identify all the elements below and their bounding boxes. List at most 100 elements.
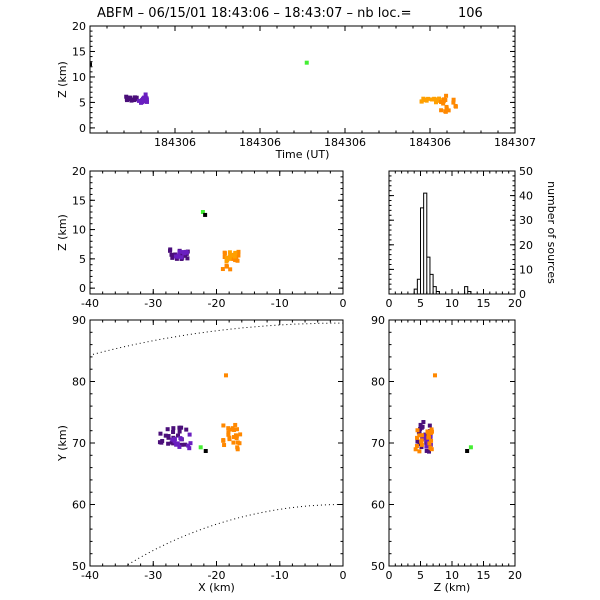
x-axis-label: X (km): [198, 581, 235, 594]
x-tick-label: -30: [144, 297, 162, 310]
source-point: [235, 445, 240, 450]
source-point: [165, 427, 170, 432]
source-point: [224, 264, 229, 269]
plot-area: [168, 210, 241, 272]
plot-area: [90, 322, 343, 566]
y-tick-label: 80: [72, 376, 86, 389]
x-tick-label: -10: [271, 569, 289, 582]
source-point: [228, 267, 233, 272]
panels: 184306 184306 184306 184306 184307 0 5 10 15 20 Ti…: [56, 20, 558, 594]
y-tick-label: 80: [371, 376, 385, 389]
source-point: [238, 432, 243, 437]
source-point: [437, 96, 442, 101]
source-point: [224, 259, 229, 264]
y-tick-label: 5: [79, 96, 86, 109]
x-axis-label: Time (UT): [275, 148, 330, 161]
source-point: [415, 435, 420, 440]
x-tick-label: 0: [386, 297, 393, 310]
source-point: [132, 95, 137, 100]
source-point: [143, 95, 148, 100]
y-tick-label: 0: [519, 288, 526, 301]
source-point: [236, 253, 241, 258]
source-point: [144, 99, 149, 104]
y-tick-label: 0: [79, 122, 86, 135]
y-tick-label: 50: [519, 165, 533, 178]
y-tick-label: 10: [72, 224, 86, 237]
x-tick-label: 184307: [494, 136, 536, 149]
source-point: [226, 430, 231, 435]
source-point: [198, 445, 203, 450]
source-point: [417, 433, 422, 438]
source-point: [429, 97, 434, 102]
source-point: [436, 98, 441, 103]
x-tick-label: 20: [508, 569, 522, 582]
plot-area: [389, 192, 515, 294]
panel-x-y: -40 -30 -20 -10 0 50 60 70 80 90 X (km) Y (km): [56, 314, 347, 594]
y-tick-label: 60: [371, 499, 385, 512]
source-point: [468, 445, 473, 450]
source-point: [222, 255, 227, 260]
y-tick-label: 15: [72, 45, 86, 58]
y-axis-label: Z (km): [56, 61, 69, 98]
source-point: [124, 94, 129, 99]
title-count: 106: [458, 6, 483, 21]
y-tick-label: 20: [519, 239, 533, 252]
source-point: [184, 427, 189, 432]
title-time-start: 18:43:06: [211, 6, 269, 21]
source-point: [176, 253, 181, 258]
plot-frame: [89, 170, 344, 295]
source-point: [422, 436, 427, 441]
source-point: [419, 442, 424, 447]
source-point: [179, 425, 184, 430]
source-point: [441, 101, 446, 106]
source-point: [90, 62, 92, 67]
source-point: [234, 427, 239, 432]
y-tick-label: 10: [72, 71, 86, 84]
source-point: [232, 427, 237, 432]
source-point: [234, 436, 239, 441]
source-point: [174, 256, 179, 261]
x-tick-label: 15: [477, 297, 491, 310]
x-tick-label: 184306: [154, 136, 196, 149]
source-point: [427, 441, 432, 446]
y-tick-label: 10: [519, 263, 533, 276]
x-tick-label: 184306: [409, 136, 451, 149]
y-tick-label: 30: [519, 214, 533, 227]
source-point: [235, 440, 240, 445]
source-point: [441, 97, 446, 102]
source-point: [185, 256, 190, 261]
source-point: [429, 438, 434, 443]
x-tick-label: 15: [477, 569, 491, 582]
plot-frame: [388, 170, 516, 295]
source-point: [222, 443, 227, 448]
y-tick-label: 70: [371, 437, 385, 450]
x-tick-label: -20: [208, 297, 226, 310]
source-point: [444, 93, 449, 98]
y-tick-label: 70: [72, 437, 86, 450]
plot-area: [413, 373, 473, 454]
plot-frame: [89, 319, 344, 567]
x-tick-label: 0: [340, 569, 347, 582]
source-point: [159, 440, 164, 445]
y-tick-label: 0: [79, 282, 86, 295]
source-point: [221, 423, 226, 428]
source-point: [166, 441, 171, 446]
y-tick-label: 40: [519, 190, 533, 203]
title-station: ABFM: [97, 6, 134, 21]
source-point: [177, 429, 182, 434]
source-point: [203, 448, 208, 453]
source-point: [419, 433, 424, 438]
source-point: [421, 96, 426, 101]
source-point: [451, 97, 456, 102]
plot-frame: [89, 25, 516, 134]
source-point: [177, 444, 182, 449]
source-point: [124, 96, 129, 101]
source-point: [170, 437, 175, 442]
source-point: [179, 437, 184, 442]
source-point: [223, 373, 228, 378]
source-point: [424, 444, 429, 449]
panel-x-z: -40 -30 -20 -10 0 0 5 10 15 20 Z (km): [56, 165, 347, 310]
range-circle: [90, 322, 343, 356]
source-point: [419, 425, 424, 430]
